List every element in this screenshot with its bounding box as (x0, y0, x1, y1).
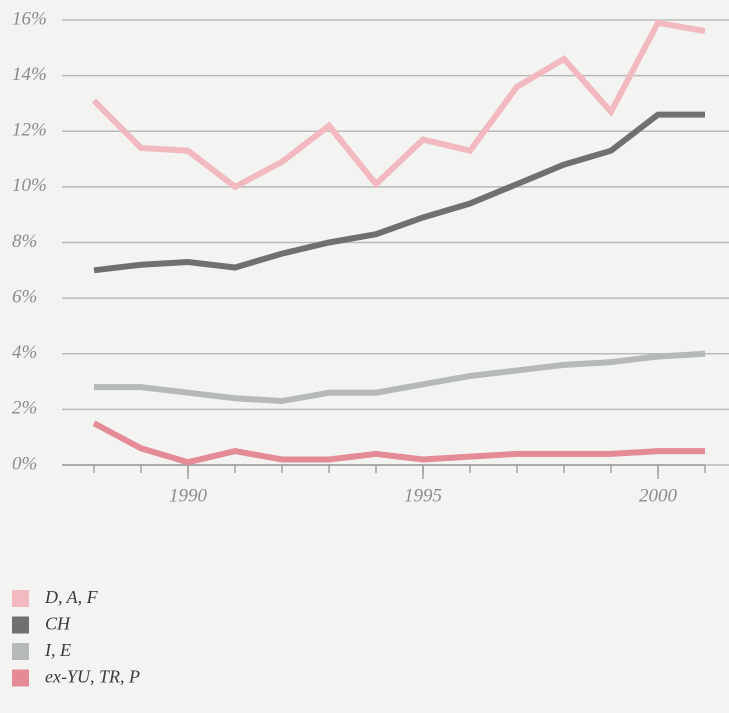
legend-swatch (12, 669, 29, 687)
x-tick-label: 1990 (169, 485, 208, 506)
y-tick-label: 0% (12, 453, 37, 474)
y-tick-label: 12% (12, 120, 47, 141)
lines (91, 19, 706, 466)
series-line (93, 111, 705, 274)
y-tick-label: 16% (12, 8, 47, 29)
legend-label: ex-YU, TR, P (45, 667, 140, 687)
x-tick-label: 2000 (639, 485, 678, 506)
legend-swatch (12, 616, 29, 634)
y-tick-label: 10% (12, 175, 47, 196)
legend-label: CH (45, 614, 71, 634)
legend-swatch (12, 643, 29, 660)
legend: D, A, F CH I, E ex-YU, TR, P (12, 587, 140, 687)
series-line (91, 19, 706, 191)
legend-label: D, A, F (44, 587, 99, 607)
legend-swatch (12, 590, 29, 607)
grid: 0% 2% 4% 6% 8% 10% 12% 14% 16% 1990 1995 2000 (12, 8, 729, 506)
y-tick-label: 14% (12, 64, 47, 85)
series-line (92, 420, 705, 466)
series-line (94, 350, 706, 405)
y-tick-label: 6% (12, 286, 37, 307)
y-tick-label: 4% (12, 342, 37, 363)
y-tick-label: 2% (12, 398, 37, 419)
x-tick-label: 1995 (404, 485, 442, 506)
legend-label: I, E (44, 640, 71, 660)
y-tick-label: 8% (12, 231, 37, 252)
